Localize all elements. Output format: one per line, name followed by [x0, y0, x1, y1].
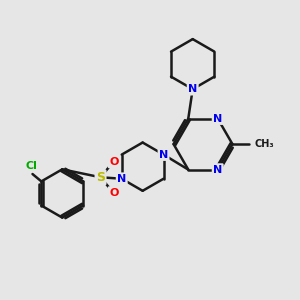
Text: S: S — [96, 171, 105, 184]
Text: N: N — [213, 114, 222, 124]
Text: O: O — [109, 188, 119, 198]
Text: N: N — [188, 84, 197, 94]
Text: N: N — [213, 165, 222, 175]
Text: N: N — [159, 150, 168, 160]
Text: CH₃: CH₃ — [254, 139, 274, 149]
Text: O: O — [109, 157, 119, 167]
Text: N: N — [117, 174, 126, 184]
Text: Cl: Cl — [25, 161, 37, 171]
